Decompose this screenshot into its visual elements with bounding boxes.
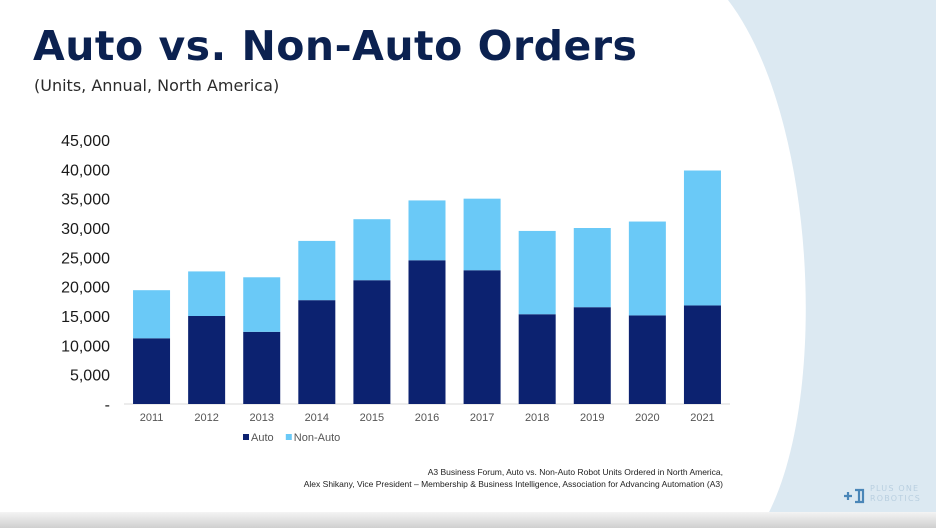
source-line-1: A3 Business Forum, Auto vs. Non-Auto Rob… <box>427 467 723 477</box>
bar-auto <box>683 305 721 404</box>
legend-label-non-auto: Non-Auto <box>294 432 340 444</box>
x-tick-label: 2018 <box>525 412 549 424</box>
company-logo: PLUS ONE ROBOTICS <box>843 484 933 510</box>
bar-non-auto <box>133 290 171 339</box>
x-tick-label: 2011 <box>140 412 164 424</box>
bar-non-auto <box>408 200 446 261</box>
legend-label-auto: Auto <box>251 432 274 444</box>
x-tick-label: 2020 <box>635 412 659 424</box>
x-tick-label: 2012 <box>194 412 218 424</box>
x-tick-label: 2014 <box>305 412 329 424</box>
bar-non-auto <box>188 271 226 316</box>
x-tick-label: 2016 <box>415 412 439 424</box>
y-tick-label: 25,000 <box>61 250 110 267</box>
x-tick-label: 2015 <box>360 412 384 424</box>
bar-auto <box>298 300 336 404</box>
y-tick-label: 20,000 <box>61 280 110 297</box>
bar-non-auto <box>463 198 501 271</box>
bar-auto <box>628 315 666 404</box>
bar-auto <box>573 307 611 404</box>
bar-auto <box>243 331 281 404</box>
legend-swatch-non-auto <box>285 434 292 440</box>
plus-one-robotics-logo-icon <box>844 488 865 504</box>
y-tick-label: 10,000 <box>61 338 110 355</box>
y-tick-label: 45,000 <box>61 133 110 150</box>
bar-non-auto <box>243 277 281 332</box>
x-tick-label: 2021 <box>690 412 714 424</box>
bar-non-auto <box>683 170 721 306</box>
source-citation: A3 Business Forum, Auto vs. Non-Auto Rob… <box>304 466 723 490</box>
source-line-2: Alex Shikany, Vice President – Membershi… <box>303 479 723 489</box>
page-subtitle: (Units, Annual, North America) <box>34 76 280 95</box>
x-tick-label: 2013 <box>249 412 273 424</box>
logo-line-1: PLUS ONE <box>870 484 920 493</box>
x-tick-label: 2019 <box>580 412 604 424</box>
y-tick-label: 30,000 <box>61 221 110 238</box>
logo-line-2: ROBOTICS <box>870 494 922 503</box>
bar-auto <box>133 338 171 404</box>
bar-auto <box>518 314 556 404</box>
bar-auto <box>408 260 446 404</box>
bar-auto <box>463 270 501 404</box>
y-tick-label: 5,000 <box>70 368 110 385</box>
y-tick-label: 15,000 <box>61 309 110 326</box>
bar-auto <box>188 316 226 404</box>
bar-auto <box>353 280 391 404</box>
bar-non-auto <box>628 221 666 316</box>
legend-swatch-auto <box>243 434 249 440</box>
bottom-bar <box>0 512 936 528</box>
x-tick-label: 2017 <box>470 412 494 424</box>
y-tick-label: 40,000 <box>61 162 110 179</box>
bar-non-auto <box>573 228 611 308</box>
y-tick-label: - <box>105 397 110 414</box>
y-tick-label: 35,000 <box>61 192 110 209</box>
bar-non-auto <box>353 219 391 281</box>
bar-non-auto <box>518 230 556 315</box>
page-title: Auto vs. Non-Auto Orders <box>33 22 638 70</box>
bar-non-auto <box>298 240 336 301</box>
